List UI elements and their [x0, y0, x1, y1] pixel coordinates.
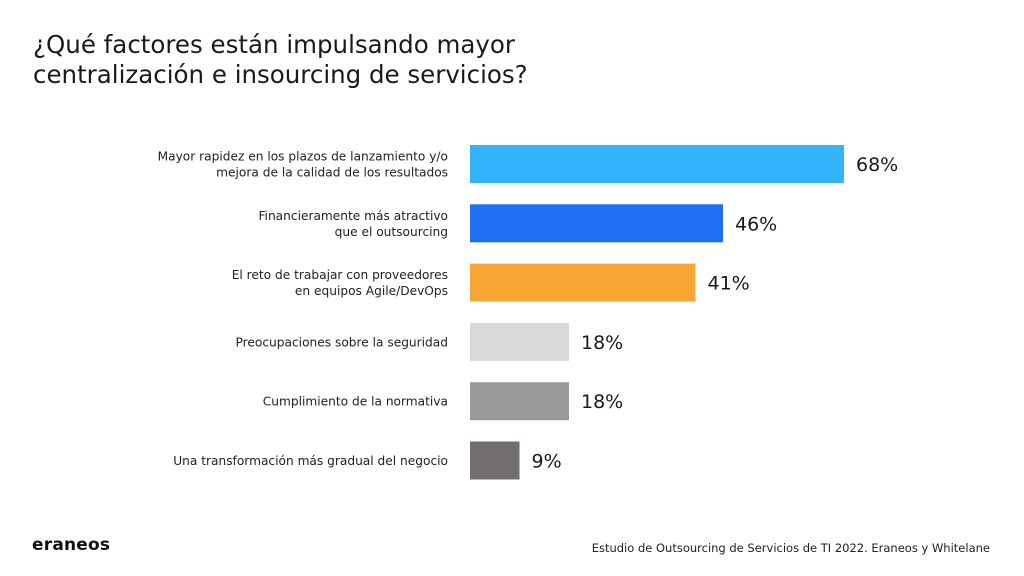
bar-5 [470, 382, 569, 421]
page-title: ¿Qué factores están impulsando mayor cen… [33, 30, 528, 89]
bar-6 [470, 441, 520, 480]
category-label-5: Cumplimiento de la normativa [263, 395, 448, 409]
category-label-4: Preocupaciones sobre la seguridad [236, 335, 448, 349]
value-label-1: 68% [856, 154, 898, 176]
eraneos-logo: eraneos [32, 535, 111, 555]
category-label-6: Una transformación más gradual del negoc… [173, 454, 448, 468]
value-label-2: 46% [735, 213, 777, 235]
bar-3 [470, 263, 696, 302]
category-label-2: Financieramente más atractivo que el outs… [258, 209, 448, 239]
value-label-4: 18% [581, 332, 623, 354]
source-note: Estudio de Outsourcing de Servicios de T… [591, 541, 990, 555]
category-label-1: Mayor rapidez en los plazos de lanzamien… [158, 150, 448, 180]
bar-1 [470, 145, 844, 183]
value-label-6: 9% [532, 451, 562, 473]
category-label-3: El reto de trabajar con proveedores en eq… [232, 268, 448, 298]
bar-4 [470, 322, 569, 361]
bar-2 [470, 204, 723, 243]
value-label-5: 18% [581, 391, 623, 413]
value-label-3: 41% [708, 273, 750, 295]
